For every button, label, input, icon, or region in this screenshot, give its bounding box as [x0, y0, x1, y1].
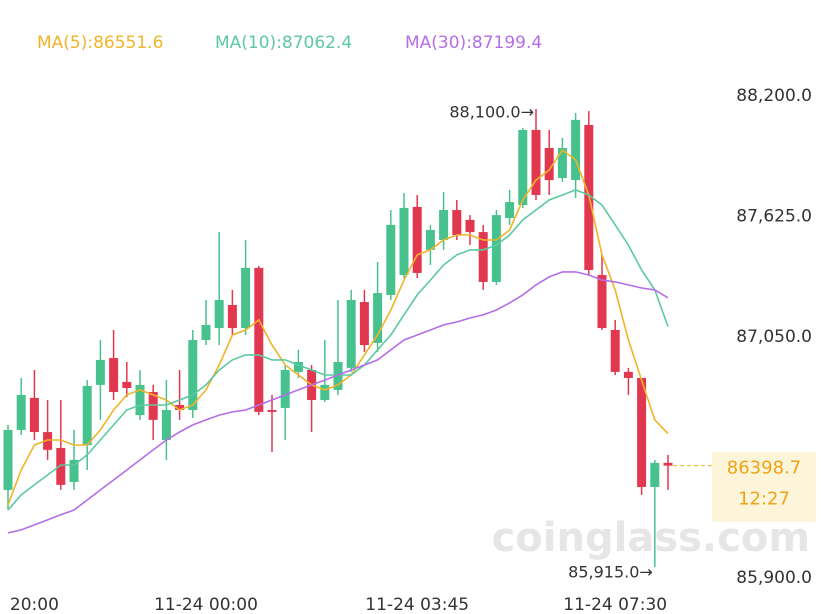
- candle-body: [386, 224, 396, 295]
- candle-body: [544, 147, 554, 181]
- x-tick-label: 11-24 03:45: [365, 595, 469, 614]
- candle-body: [69, 459, 79, 482]
- candle-body: [241, 267, 251, 329]
- candle-body: [571, 119, 581, 181]
- candle-body: [373, 293, 383, 343]
- candle-body: [425, 229, 435, 250]
- price-box: [712, 451, 816, 522]
- candle-body: [214, 299, 224, 329]
- legend-entry: MA(30):87199.4: [405, 33, 542, 53]
- candle-body: [320, 384, 330, 400]
- x-tick-label: 11-24 00:00: [154, 595, 258, 614]
- candle-body: [452, 210, 462, 235]
- candle-body: [227, 305, 237, 329]
- candle-body: [412, 206, 422, 273]
- candle-body: [557, 147, 567, 178]
- candle-body: [16, 394, 26, 430]
- ma-line: [7, 271, 669, 534]
- candle-body: [439, 210, 449, 241]
- candle-body: [465, 219, 475, 233]
- countdown: 12:27: [738, 489, 790, 510]
- candle-body: [637, 377, 647, 487]
- candle-body: [597, 275, 607, 329]
- candle-body: [122, 381, 132, 389]
- legend-entry: MA(5):86551.6: [37, 33, 163, 53]
- candle-body: [254, 267, 264, 412]
- candle-body: [161, 410, 171, 441]
- candle-body: [148, 392, 158, 420]
- candle-body: [188, 340, 198, 411]
- candle-body: [346, 299, 356, 368]
- candle-body: [650, 462, 660, 487]
- y-tick-label: 87,050.0: [736, 327, 812, 347]
- candle-body: [663, 462, 673, 466]
- candle-body: [478, 232, 488, 282]
- candle-body: [3, 429, 13, 490]
- current-price: 86398.7: [727, 458, 801, 479]
- x-tick-label: 11-24 07:30: [563, 595, 667, 614]
- candle-body: [135, 384, 145, 416]
- x-tick-label: 20:00: [10, 595, 59, 614]
- candle-body: [267, 410, 277, 412]
- high-annotation: 88,100.0→: [449, 103, 534, 122]
- candle-body: [293, 362, 303, 372]
- candle-body: [505, 202, 515, 219]
- candle-body: [610, 329, 620, 372]
- y-tick-label: 88,200.0: [736, 86, 812, 106]
- candle-body: [623, 371, 633, 378]
- candle-body: [29, 397, 39, 433]
- candle-body: [399, 207, 409, 276]
- y-tick-label: 85,900.0: [736, 568, 812, 588]
- candle-body: [333, 362, 343, 390]
- candle-body: [82, 385, 92, 446]
- candle-body: [518, 129, 528, 206]
- candle-body: [175, 405, 185, 411]
- candle-body: [531, 129, 541, 195]
- legend-entry: MA(10):87062.4: [215, 33, 352, 53]
- y-tick-label: 87,625.0: [736, 207, 812, 227]
- candle-body: [359, 302, 369, 346]
- candle-body: [201, 324, 211, 341]
- candle-body: [491, 215, 501, 282]
- candle-body: [56, 447, 66, 485]
- ma-line: [7, 148, 669, 506]
- candle-body: [95, 359, 105, 385]
- candle-body: [43, 432, 53, 450]
- candle-body: [109, 358, 119, 393]
- watermark: coinglass.com: [492, 515, 810, 561]
- low-annotation: 85,915.0→: [568, 563, 653, 582]
- candle-body: [280, 369, 290, 408]
